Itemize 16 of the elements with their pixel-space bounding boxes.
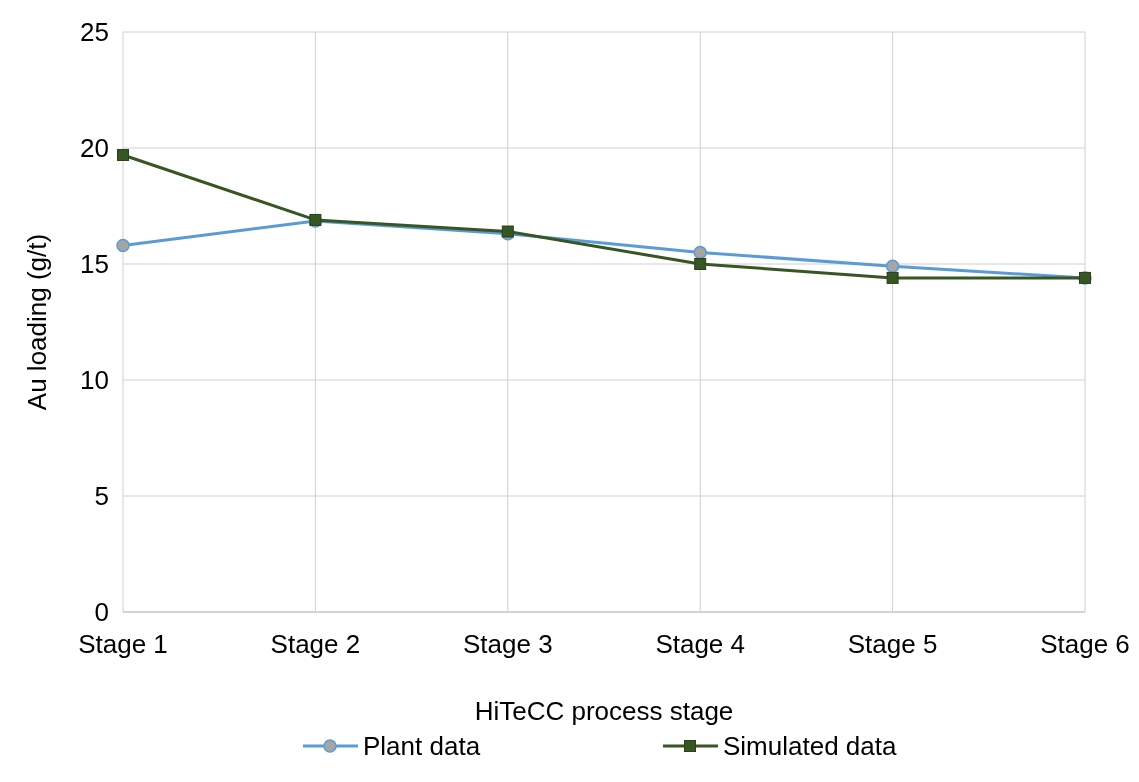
x-tick-label: Stage 3	[462, 629, 553, 660]
legend-label: Plant data	[363, 731, 481, 762]
y-tick-label: 0	[94, 597, 109, 628]
legend-label: Simulated data	[723, 731, 897, 762]
y-tick-label: 5	[94, 481, 109, 512]
y-tick-label: 20	[80, 133, 109, 164]
x-tick-label: Stage 5	[847, 629, 938, 660]
x-tick-label: Stage 1	[78, 629, 168, 660]
y-tick-label: 25	[80, 17, 109, 48]
y-axis-title: Au loading (g/t)	[22, 233, 52, 411]
x-tick-label: Stage 2	[270, 629, 361, 660]
x-tick-label: Stage 6	[1040, 629, 1130, 660]
y-tick-label: 15	[80, 249, 109, 280]
x-tick-label: Stage 4	[655, 629, 746, 660]
x-axis-title: HiTeCC process stage	[474, 696, 734, 726]
y-tick-label: 10	[80, 365, 109, 396]
